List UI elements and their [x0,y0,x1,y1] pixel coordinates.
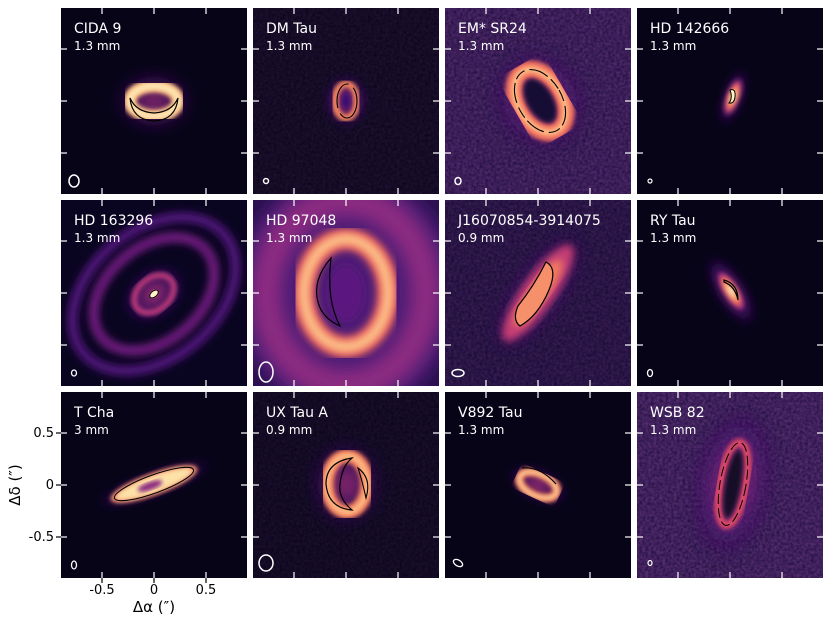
panel-v892-tau [445,392,631,578]
panel-wsb-82 [637,392,823,578]
panel-wavelength: 1.3 mm [458,39,504,53]
x-tick-label: 0.5 [196,583,217,598]
y-tick-label: 0 [46,478,54,493]
panel-dm-tau [253,8,439,194]
panel-wavelength: 1.3 mm [650,423,696,437]
panel-name: DM Tau [266,21,317,37]
beam-ellipse [451,368,465,378]
beam-ellipse [646,368,654,378]
panel-name: HD 163296 [74,213,153,229]
beam-ellipse [454,176,462,186]
x-axis: -0.5 0 0.5 Δα (″) [89,583,216,616]
panel-t-cha [61,392,247,578]
x-axis-label: Δα (″) [133,598,175,616]
beam-ellipse [262,177,270,185]
y-axis: 0.5 0 -0.5 Δδ (″) [6,426,54,545]
x-tick-label: -0.5 [89,583,114,598]
panel-name: RY Tau [650,213,696,229]
panel-wavelength: 1.3 mm [650,231,696,245]
panel-labels: CIDA 9 1.3 mm DM Tau 1.3 mm EM* SR24 1.3 mm HD… [73,21,729,437]
panel-name: CIDA 9 [74,21,121,37]
panel-wavelength: 1.3 mm [74,39,120,53]
panel-name: EM* SR24 [458,21,527,37]
panel-name: WSB 82 [650,405,705,421]
panel-wavelength: 3 mm [74,423,109,437]
panel-wavelength: 1.3 mm [266,231,312,245]
beam-ellipse [647,559,653,567]
panel-name: V892 Tau [458,405,522,421]
beam-ellipse [68,174,80,188]
beam-ellipse [258,554,274,572]
panel-hd-142666 [637,8,823,194]
x-tick-label: 0 [150,583,158,598]
panel-wavelength: 0.9 mm [266,423,312,437]
panel-name: UX Tau A [266,405,328,421]
beam-ellipse [70,369,78,377]
y-axis-label: Δδ (″) [6,464,24,506]
panel-ry-tau [637,200,823,386]
panel-wavelength: 1.3 mm [266,39,312,53]
panel-em-sr24 [445,8,631,194]
panel-name: J16070854-3914075 [457,213,601,229]
panel-name: HD 142666 [650,21,729,37]
panel-hd-163296 [61,200,247,386]
beam-ellipse [70,560,78,570]
panel-j16070854 [445,200,631,386]
panel-wavelength: 1.3 mm [650,39,696,53]
panel-wavelength: 0.9 mm [458,231,504,245]
beam-ellipse [452,558,464,568]
beam-ellipse [258,361,274,383]
beam-ellipse [647,178,653,184]
panel-name: T Cha [73,405,114,421]
panel-wavelength: 1.3 mm [458,423,504,437]
y-tick-label: -0.5 [29,530,54,545]
panel-hd-97048 [253,200,439,386]
panel-name: HD 97048 [266,213,336,229]
panel-wavelength: 1.3 mm [74,231,120,245]
panel-cida-9 [61,8,247,194]
tick-overlay [56,8,823,583]
y-tick-label: 0.5 [33,426,54,441]
panel-ux-tau-a [253,392,439,578]
